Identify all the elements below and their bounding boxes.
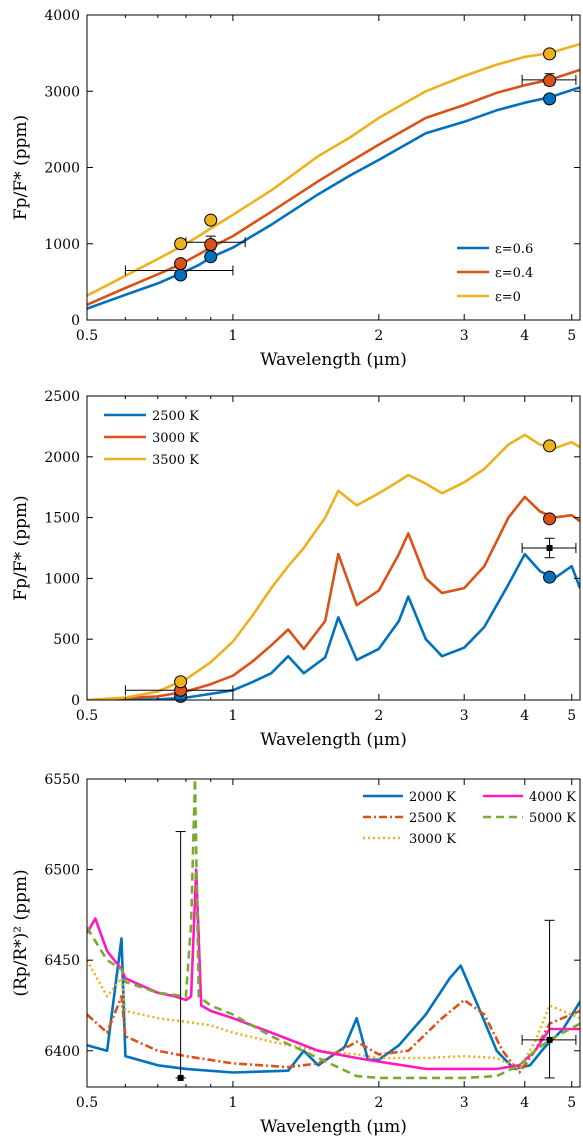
legend-label-3: ε=0: [495, 290, 521, 305]
model-point-2-2: [543, 512, 557, 526]
observation-2: [521, 537, 577, 559]
series-line-4: [87, 868, 580, 1071]
legend-label-1: 2000 K: [409, 790, 456, 805]
y-tick-label: 1000: [44, 571, 80, 587]
x-tick-label: 1: [228, 328, 237, 344]
model-point-1-1: [174, 268, 188, 282]
x-tick-label: 0.5: [76, 328, 98, 344]
x-tick-label: 2: [374, 1095, 383, 1111]
observation-marker: [546, 1036, 553, 1043]
x-tick-label: 5: [567, 1095, 576, 1111]
y-tick-label: 6450: [44, 953, 80, 969]
x-tick-label: 4: [520, 328, 529, 344]
model-point-1-2: [204, 250, 218, 264]
x-tick-label: 5: [567, 328, 576, 344]
legend-label-4: 4000 K: [529, 790, 576, 805]
y-tick-label: 4000: [44, 8, 80, 24]
x-tick-label: 0.5: [76, 1095, 98, 1111]
model-point-3-2: [543, 439, 557, 453]
model-point-3-1: [174, 237, 188, 251]
legend-label-2: 3000 K: [152, 431, 199, 446]
y-tick-label: 0: [71, 313, 80, 329]
model-point-2-1: [174, 257, 188, 271]
legend-label-5: 5000 K: [529, 811, 576, 826]
model-point-3-2: [204, 213, 218, 227]
x-tick-label: 4: [520, 1095, 529, 1111]
y-tick-label: 500: [53, 632, 80, 648]
observation-1: [175, 831, 186, 1081]
series-line-2: [87, 68, 580, 306]
x-tick-label: 5: [567, 708, 576, 724]
series-line-2: [87, 495, 580, 700]
legend-label-3: 3500 K: [152, 453, 199, 468]
y-tick-label: 1000: [44, 237, 80, 253]
x-tick-label: 0.5: [76, 708, 98, 724]
model-point-2-3: [543, 74, 557, 88]
panel-2: 0.5 1 2 3 4 5 0 500 1000 1500 2000 2500 Wavelength (…: [11, 389, 581, 750]
model-point-1-2: [543, 570, 557, 584]
series-line-3: [87, 433, 580, 700]
legend-label-1: ε=0.6: [495, 242, 533, 257]
y-tick-label: 2000: [44, 450, 80, 466]
y-tick-label: 3000: [44, 84, 80, 100]
legend-label-2: 2500 K: [409, 811, 456, 826]
y-tick-label: 2500: [44, 389, 80, 405]
axes-frame: [86, 778, 581, 1088]
legend-label-3: 3000 K: [409, 832, 456, 847]
y-tick-label: 2000: [44, 161, 80, 177]
axes-frame: [86, 395, 581, 701]
observation-marker: [546, 545, 553, 551]
x-tick-label: 2: [374, 328, 383, 344]
y-tick-label: 6500: [44, 863, 80, 879]
series-line-3: [87, 42, 580, 297]
y-axis-label: Fp/F* (ppm): [11, 115, 31, 220]
panel-1: 0.5 1 2 3 4 5 0 1000 2000 3000 4000 Wavelength (μm)…: [11, 8, 581, 370]
model-point-3-1: [174, 675, 188, 689]
x-tick-label: 2: [374, 708, 383, 724]
series-line-5: [87, 779, 580, 1080]
series-line-1: [87, 86, 580, 310]
x-tick-label: 4: [520, 708, 529, 724]
x-tick-label: 3: [460, 708, 469, 724]
y-tick-label: 0: [71, 693, 80, 709]
observation-marker: [177, 1074, 184, 1081]
model-point-2-2: [204, 238, 218, 252]
y-axis-label: Fp/F* (ppm): [11, 495, 31, 600]
y-axis-label: (Rp/R*)² (ppm): [11, 869, 31, 996]
y-tick-label: 6550: [44, 772, 80, 788]
model-point-1-3: [543, 92, 557, 106]
x-axis-label: Wavelength (μm): [260, 1117, 407, 1137]
observation-2: [521, 919, 577, 1079]
x-tick-label: 3: [460, 328, 469, 344]
x-tick-label: 1: [228, 1095, 237, 1111]
y-tick-label: 6400: [44, 1044, 80, 1060]
y-tick-label: 1500: [44, 511, 80, 527]
x-axis-label: Wavelength (μm): [260, 350, 407, 370]
panel-3: 0.5 1 2 3 4 5 6400 6450 6500 6550 Wavelength (μm) (…: [11, 772, 581, 1137]
x-tick-label: 3: [460, 1095, 469, 1111]
legend-label-1: 2500 K: [152, 409, 199, 424]
x-tick-label: 1: [228, 708, 237, 724]
legend-label-2: ε=0.4: [495, 266, 533, 281]
model-point-3-3: [543, 47, 557, 61]
x-axis-label: Wavelength (μm): [260, 730, 407, 750]
